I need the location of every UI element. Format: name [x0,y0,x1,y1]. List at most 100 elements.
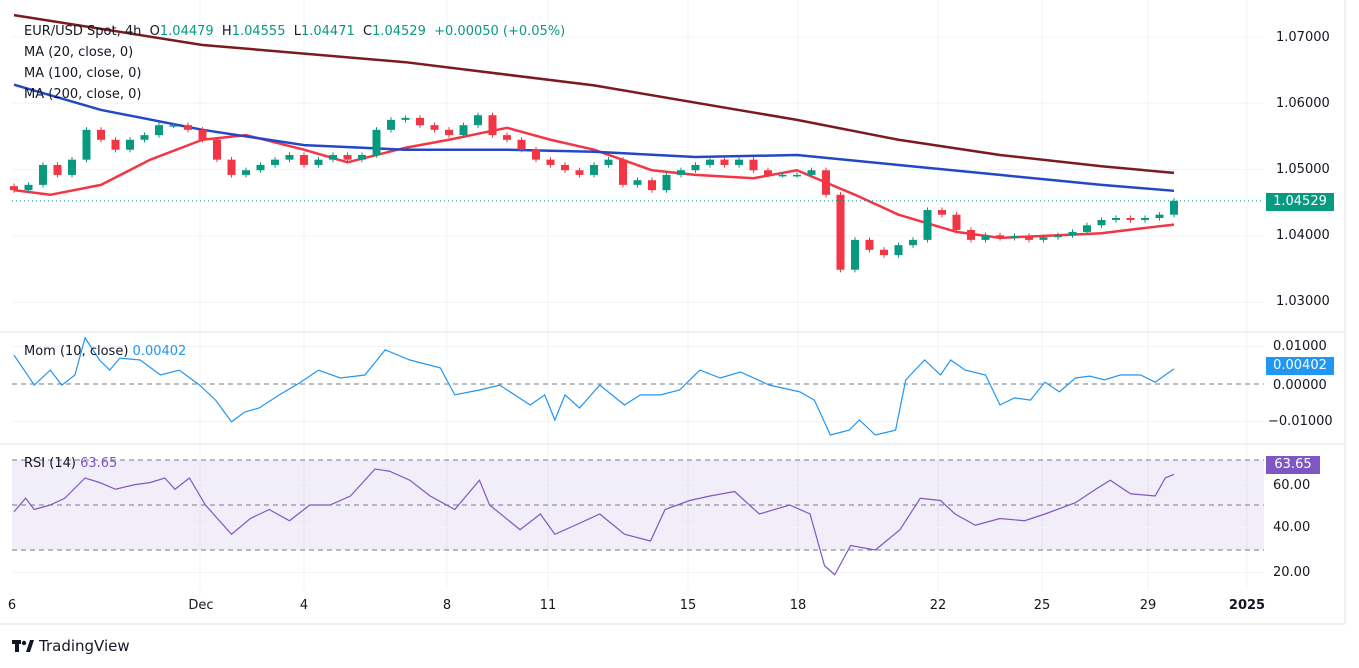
candle-body [1170,200,1178,215]
candle-body [24,184,33,191]
rsi-line [13,468,1175,576]
symbol-title: EUR/USD Spot, 4h [24,24,142,39]
price-tick: 1.05000 [1276,162,1330,177]
candle-body [445,129,453,136]
date-tick: 18 [789,598,807,613]
candle-body [1083,225,1091,232]
candle-body [633,180,642,185]
candle-body [242,170,250,175]
rsi-tick: 20.00 [1273,565,1311,580]
candle-body [836,194,845,270]
rsi-tick: 60.00 [1273,478,1311,493]
candle-body [387,119,395,130]
candle-body [793,174,801,177]
ma20-legend[interactable]: MA (20, close, 0) [24,45,134,60]
candle-body [735,159,743,165]
candle-body [706,159,714,165]
candle-body [10,186,18,191]
candle-body [53,164,62,175]
ma200-legend[interactable]: MA (200, close, 0) [24,87,142,102]
symbol-legend: EUR/USD Spot, 4h O1.04479 H1.04555 L1.04… [24,24,566,39]
mom-legend-value: 0.00402 [132,344,187,359]
price-tick: 1.07000 [1276,30,1330,45]
open-value: 1.04479 [159,24,214,39]
candle-body [401,117,410,120]
rsi-tick: 40.00 [1273,520,1311,535]
candle-body [1112,217,1120,220]
date-tick: 8 [442,598,452,613]
mom-tick: 0.00000 [1273,378,1327,393]
ma100-legend[interactable]: MA (100, close, 0) [24,66,142,81]
candle-body [1141,217,1149,220]
candle-body [967,229,975,240]
candle-body [938,210,946,215]
date-tick: 25 [1033,598,1051,613]
candle-body [1054,235,1062,238]
branding-text: TradingView [39,637,130,655]
price-tick: 1.03000 [1276,294,1330,309]
candle-body [1155,214,1164,218]
price-tick: 1.06000 [1276,96,1330,111]
candle-body [68,159,76,175]
low-value: 1.04471 [300,24,355,39]
candle-body [227,159,236,175]
high-value: 1.04555 [231,24,286,39]
candle-body [764,170,772,175]
candle-body [546,159,555,165]
candle-body [561,164,569,171]
close-value: 1.04529 [372,24,426,39]
plot-background [12,20,1264,590]
candle-body [996,235,1004,238]
last-price-badge: 1.04529 [1266,193,1334,211]
candle-body [981,235,990,240]
candle-body [822,170,830,195]
date-tick: 11 [539,598,557,613]
date-tick: 22 [929,598,947,613]
candle-body [923,210,932,240]
candle-body [720,159,729,165]
candle-body [256,164,265,171]
candle-body [677,170,685,175]
date-tick: 2025 [1228,598,1266,613]
rsi-badge: 63.65 [1266,456,1320,474]
candle-body [97,129,105,140]
candle-body [1010,235,1019,238]
candle-body [575,170,584,175]
candle-body [880,249,888,256]
candle-body [82,129,91,160]
tradingview-logo-icon [12,640,34,652]
candle-body [1126,217,1135,220]
ma200-line [13,13,1175,175]
candle-body [604,159,613,165]
candle-body [213,139,221,160]
candle-body [329,155,337,160]
tradingview-logo[interactable]: TradingView [12,637,130,655]
candle-body [851,239,859,270]
candle-body [952,214,961,230]
candle-body [590,164,598,175]
date-tick: 15 [679,598,697,613]
date-tick: 29 [1139,598,1157,613]
candle-body [314,159,323,165]
price-tick: 1.04000 [1276,228,1330,243]
candle-body [184,125,192,130]
candle-body [1025,235,1033,240]
candle-body [372,129,381,156]
candle-body [865,239,874,250]
candle-body [459,125,468,136]
candle-body [300,155,308,165]
candle-body [648,180,656,191]
mom-line [13,336,1175,436]
mom-badge: 0.00402 [1266,357,1334,375]
candle-body [662,174,671,191]
rsi-legend-value: 63.65 [80,456,118,471]
candle-body [909,239,917,246]
candle-body [169,125,178,127]
mom-legend[interactable]: Mom (10, close) 0.00402 [24,344,187,359]
candle-body [155,125,163,136]
candle-body [285,155,294,160]
mom-tick: 0.01000 [1273,339,1327,354]
rsi-legend[interactable]: RSI (14) 63.65 [24,456,118,471]
candle-body [140,135,149,140]
